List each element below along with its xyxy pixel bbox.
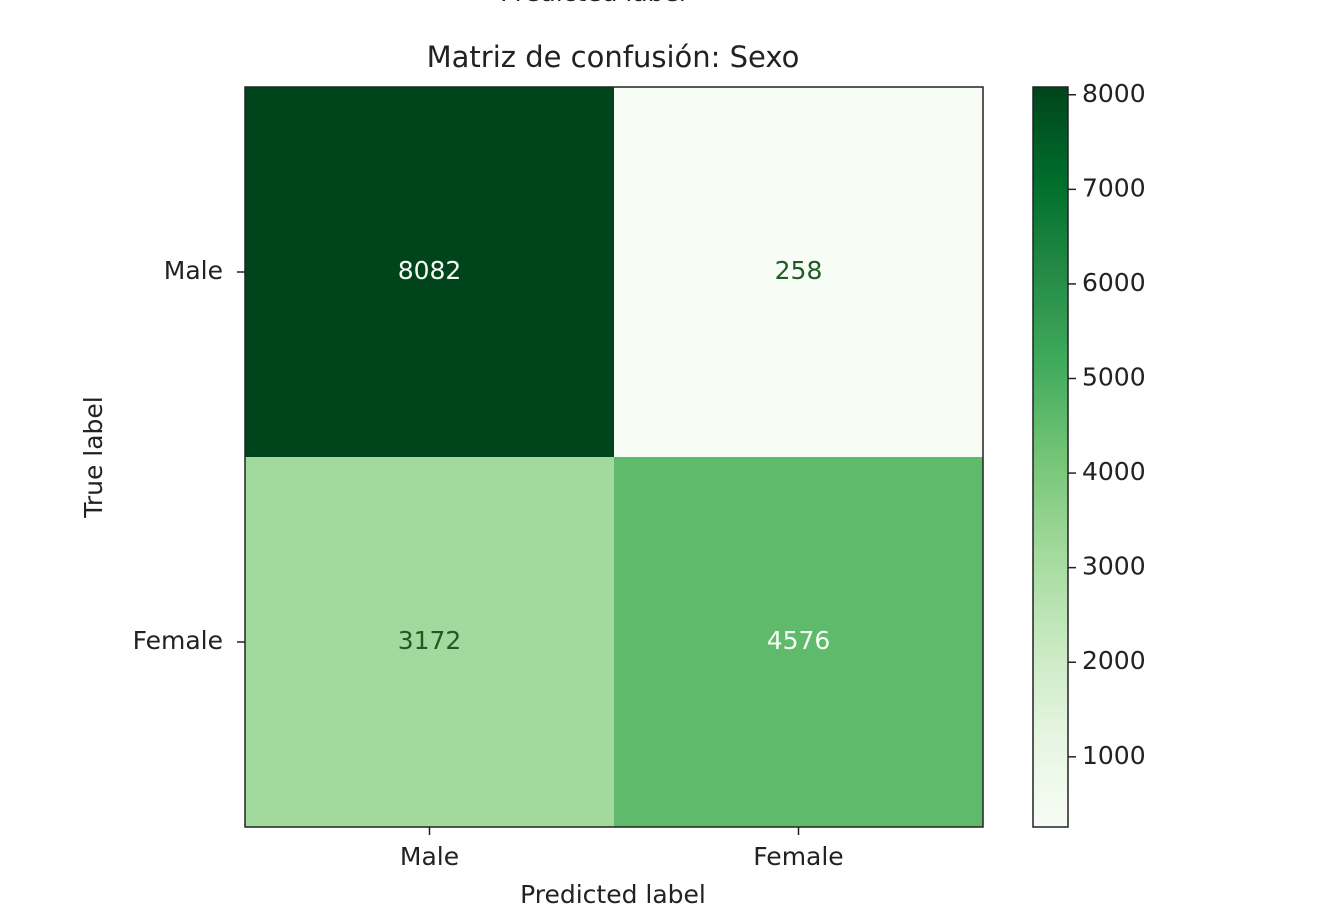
cell-label: 8082 [398,256,462,285]
y-tick-label: Female [133,626,223,655]
colorbar-tick-label: 7000 [1082,173,1146,202]
heatmap-cell [245,457,614,827]
colorbar-tick-label: 2000 [1082,646,1146,675]
cell-label: 4576 [767,626,831,655]
colorbar-tick-label: 8000 [1082,79,1146,108]
chart-title: Matriz de confusión: Sexo [427,40,800,74]
heatmap-cell [245,87,614,457]
colorbar-tick-label: 5000 [1082,362,1146,391]
y-axis-label: True label [79,396,108,519]
cropped-label: Predicted label [500,0,686,7]
heatmap-cell [614,87,983,457]
colorbar [1032,86,1069,828]
x-axis-label: Predicted label [520,880,706,909]
y-tick-label: Male [164,256,223,285]
x-tick-label: Male [400,842,459,871]
colorbar-tick-label: 6000 [1082,268,1146,297]
x-tick-label: Female [753,842,843,871]
colorbar-tick-label: 3000 [1082,552,1146,581]
colorbar-tick-label: 1000 [1082,741,1146,770]
cell-label: 3172 [398,626,462,655]
heatmap-cell [614,457,983,827]
plot-frame [244,86,984,828]
colorbar-tick-label: 4000 [1082,457,1146,486]
cell-label: 258 [775,256,823,285]
